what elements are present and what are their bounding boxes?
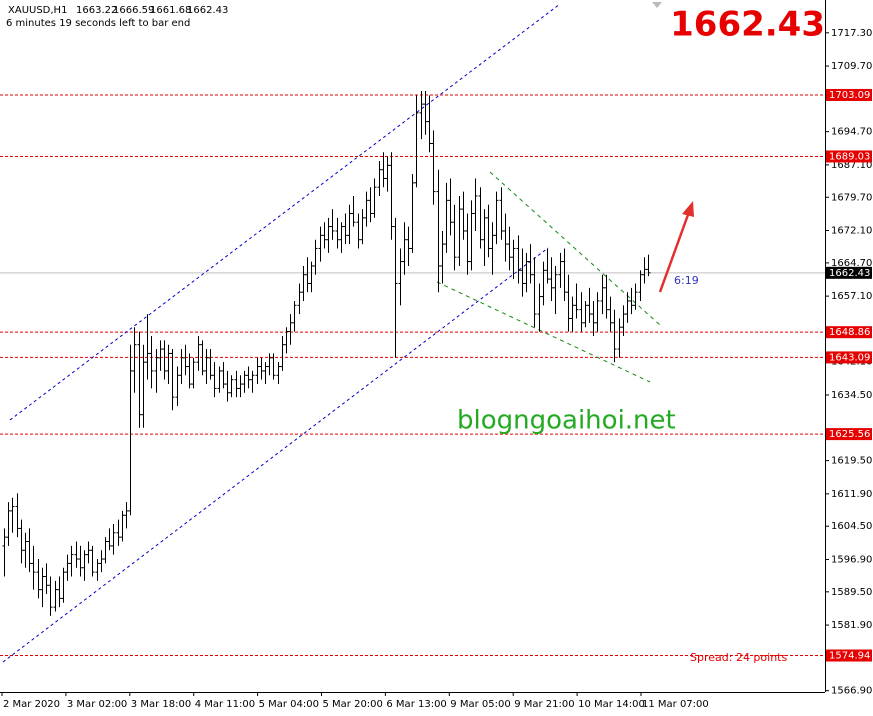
y-tick-label: 1679.70 [831, 192, 872, 203]
level-label: 1689.03 [829, 151, 870, 162]
bar-high: 1666.59 [113, 5, 154, 16]
level-label-box [826, 88, 872, 101]
y-tick-label: 1619.50 [831, 456, 872, 467]
y-tick-label: 1566.90 [831, 686, 872, 697]
arrow-shaft [658, 211, 691, 293]
x-tick-label: 6 Mar 13:00 [386, 699, 446, 710]
bid-label-box [826, 266, 872, 279]
y-tick-label: 1687.10 [831, 160, 872, 171]
symbol: XAUUSD,H1 [8, 5, 67, 16]
x-tick-label: 5 Mar 20:00 [323, 699, 383, 710]
level-label: 1648.86 [829, 327, 870, 338]
drawings [2, 3, 694, 663]
timer-text: 6 minutes 19 seconds left to bar end [6, 18, 190, 29]
level-label-box [826, 150, 872, 163]
wedge-upper [489, 171, 661, 326]
level-label: 1643.09 [829, 352, 870, 363]
level-label-box [826, 351, 872, 364]
arrow-head [682, 201, 694, 217]
bar-open: 1663.22 [76, 5, 117, 16]
y-tick-label: 1672.10 [831, 226, 872, 237]
big-price: 1662.43 [670, 5, 825, 45]
y-tick-label: 1664.70 [831, 258, 872, 269]
spread: Spread: 24 points [690, 651, 787, 664]
x-tick-label: 2 Mar 2020 [3, 699, 60, 710]
x-tick-label: 3 Mar 02:00 [67, 699, 127, 710]
level-label-box [826, 649, 872, 662]
y-tick-label: 1717.30 [831, 28, 872, 39]
bar-close: 1662.43 [187, 5, 228, 16]
y-tick-label: 1634.50 [831, 390, 872, 401]
x-tick-label: 3 Mar 18:00 [131, 699, 191, 710]
y-tick-label: 1604.50 [831, 521, 872, 532]
x-tick-label: 11 Mar 07:00 [642, 699, 709, 710]
level-label: 1574.94 [829, 651, 870, 662]
x-tick-label: 9 Mar 05:00 [450, 699, 510, 710]
channel-lower [2, 247, 549, 663]
x-tick-label: 10 Mar 14:00 [578, 699, 645, 710]
y-tick-label: 1589.50 [831, 587, 872, 598]
countdown: 6:19 [674, 274, 699, 287]
level-label: 1703.09 [829, 90, 870, 101]
y-tick-label: 1709.70 [831, 61, 872, 72]
y-tick-label: 1657.10 [831, 291, 872, 302]
y-tick-label: 1596.90 [831, 554, 872, 565]
level-label-box [826, 326, 872, 339]
channel-upper [9, 3, 561, 421]
x-tick-label: 4 Mar 11:00 [195, 699, 255, 710]
x-tick-label: 9 Mar 21:00 [514, 699, 574, 710]
y-tick-label: 1611.90 [831, 489, 872, 500]
bar-low: 1661.68 [150, 5, 191, 16]
y-tick-label: 1694.70 [831, 127, 872, 138]
y-tick-label: 1581.90 [831, 620, 872, 631]
level-label-box [826, 428, 872, 441]
bid-label: 1662.43 [829, 268, 870, 279]
level-label: 1625.56 [829, 429, 870, 440]
x-tick-label: 5 Mar 04:00 [259, 699, 319, 710]
shift-marker [652, 2, 662, 8]
watermark: blogngoaihoi.net [457, 406, 676, 436]
